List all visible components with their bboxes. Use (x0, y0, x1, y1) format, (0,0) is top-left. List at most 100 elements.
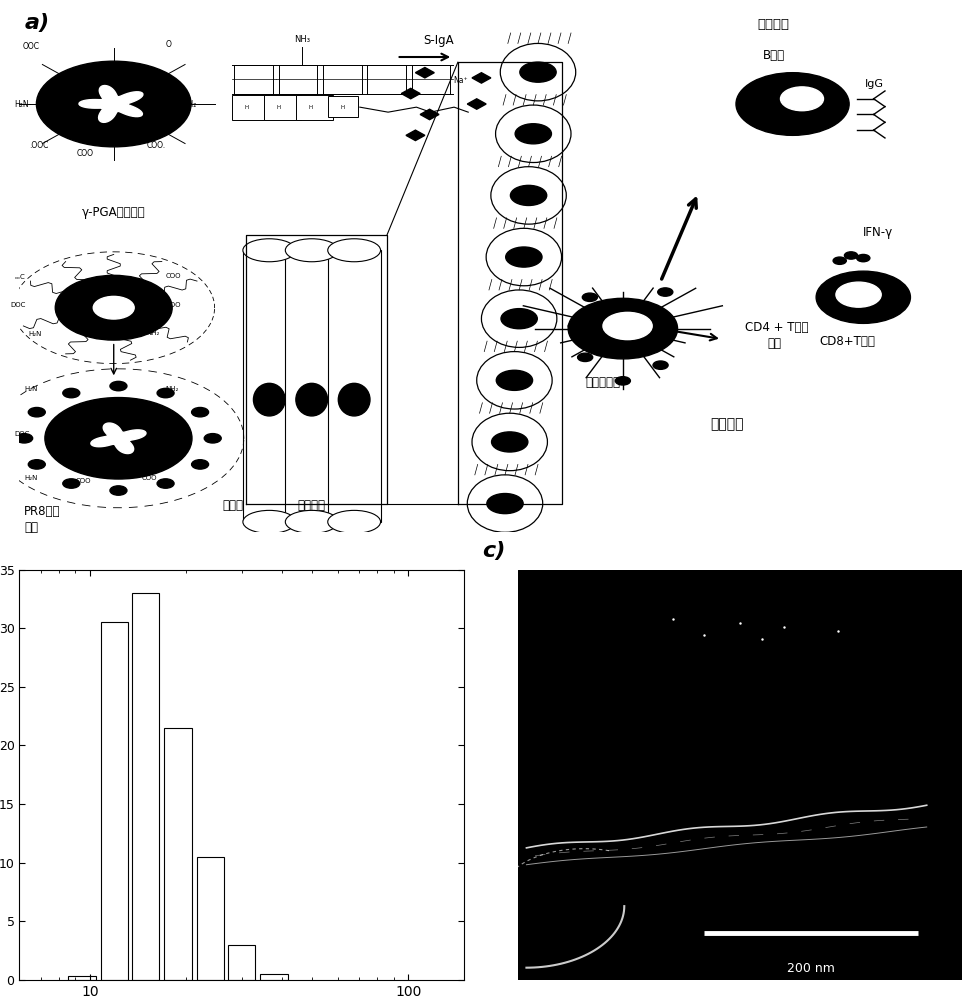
Circle shape (204, 434, 222, 443)
Ellipse shape (486, 228, 562, 286)
Circle shape (833, 257, 847, 264)
Bar (243, 250, 295, 522)
Text: 细胞免疫: 细胞免疫 (710, 417, 744, 431)
Text: H₂N: H₂N (24, 475, 38, 481)
Bar (328, 96, 358, 117)
Bar (101, 622, 128, 980)
Text: COO: COO (77, 149, 94, 158)
Text: Na⁺: Na⁺ (453, 76, 468, 85)
Text: 体液免疫: 体液免疫 (758, 18, 789, 31)
Circle shape (487, 494, 523, 514)
Circle shape (63, 388, 80, 398)
Circle shape (510, 185, 546, 205)
Text: NH₃: NH₃ (295, 35, 310, 44)
Circle shape (492, 432, 528, 452)
Bar (197, 857, 224, 980)
Text: H: H (341, 105, 345, 110)
Circle shape (505, 247, 542, 267)
Ellipse shape (243, 239, 295, 262)
Circle shape (28, 407, 46, 417)
Circle shape (55, 275, 172, 340)
Text: -NH₂: -NH₂ (180, 100, 197, 109)
Bar (68, 976, 96, 980)
Bar (263, 95, 301, 120)
Text: NH₂: NH₂ (165, 386, 179, 392)
Circle shape (93, 296, 134, 319)
Circle shape (845, 252, 857, 259)
Bar (227, 945, 255, 980)
Circle shape (582, 293, 598, 301)
Bar (286, 250, 338, 522)
Text: ₒₒC: ₒₒC (15, 274, 25, 280)
Bar (328, 250, 381, 522)
Ellipse shape (328, 510, 381, 533)
Text: 树突状细胞: 树突状细胞 (585, 376, 620, 389)
Bar (260, 974, 288, 980)
Text: c): c) (482, 541, 505, 561)
Circle shape (615, 377, 631, 385)
Text: a): a) (24, 13, 50, 33)
Text: H: H (309, 105, 313, 110)
Polygon shape (79, 86, 143, 122)
Bar (132, 593, 159, 980)
Text: COO: COO (170, 431, 186, 437)
Circle shape (501, 309, 538, 329)
Text: OOC: OOC (22, 42, 39, 51)
Text: DOC: DOC (15, 431, 30, 437)
Circle shape (520, 62, 556, 82)
Text: DOC: DOC (10, 302, 25, 308)
Circle shape (157, 388, 174, 398)
Text: H₂N: H₂N (24, 386, 38, 392)
Text: S-IgA: S-IgA (424, 34, 454, 47)
Ellipse shape (496, 105, 571, 163)
Ellipse shape (491, 167, 567, 224)
Circle shape (16, 434, 33, 443)
Ellipse shape (338, 383, 370, 416)
Text: COO: COO (165, 273, 181, 279)
Bar (279, 65, 318, 94)
Ellipse shape (468, 475, 542, 532)
Bar (412, 65, 450, 94)
Circle shape (653, 361, 668, 369)
Ellipse shape (243, 510, 295, 533)
Circle shape (63, 479, 80, 488)
Circle shape (577, 353, 593, 362)
Circle shape (816, 271, 911, 323)
Text: CD8+T细胞: CD8+T细胞 (819, 335, 875, 348)
Circle shape (110, 381, 127, 391)
Polygon shape (91, 423, 146, 454)
Bar (295, 95, 333, 120)
Ellipse shape (476, 352, 552, 409)
Text: PR8病毒
抗原: PR8病毒 抗原 (24, 505, 60, 534)
Text: H: H (277, 105, 281, 110)
Text: H: H (245, 105, 249, 110)
Circle shape (736, 73, 850, 135)
Text: O: O (165, 40, 171, 49)
Text: 上皮细胞: 上皮细胞 (297, 499, 326, 512)
Text: 活化: 活化 (767, 337, 781, 350)
Text: .OOC: .OOC (29, 141, 49, 150)
Circle shape (28, 460, 46, 469)
Text: CD4 + T细胞: CD4 + T细胞 (746, 321, 809, 334)
Bar (367, 65, 406, 94)
Circle shape (45, 398, 192, 479)
Text: COO: COO (76, 478, 91, 484)
Circle shape (515, 124, 551, 144)
Ellipse shape (286, 239, 338, 262)
Circle shape (658, 288, 673, 296)
Text: COO.: COO. (147, 141, 166, 150)
Circle shape (497, 370, 533, 390)
Circle shape (191, 407, 209, 417)
Ellipse shape (328, 239, 381, 262)
Text: B细胞: B细胞 (763, 49, 784, 62)
Text: γ-PGA纳米胶束: γ-PGA纳米胶束 (82, 206, 146, 219)
Text: H₂N-: H₂N- (15, 100, 32, 109)
Text: IFN-γ: IFN-γ (863, 226, 893, 239)
Circle shape (110, 486, 127, 495)
Circle shape (836, 282, 882, 307)
Bar (231, 95, 269, 120)
Circle shape (569, 298, 677, 359)
Bar (164, 728, 191, 980)
Text: NH₂: NH₂ (147, 330, 160, 336)
Text: IgG: IgG (865, 79, 885, 89)
